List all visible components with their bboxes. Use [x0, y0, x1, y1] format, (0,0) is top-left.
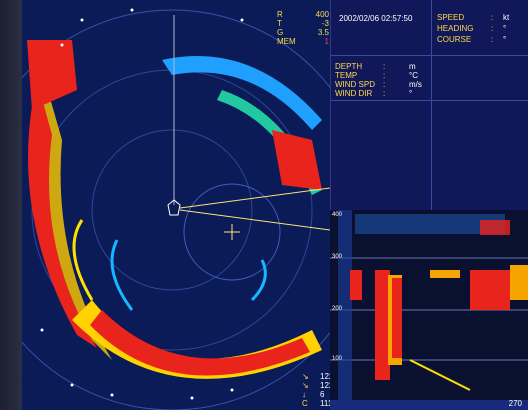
wind-speed-label: WIND SPD	[335, 80, 375, 89]
navigation-readout: SPEED : kt HEADING : ° COURSE : °	[437, 12, 509, 45]
echogram-graphic	[330, 210, 528, 410]
echogram-display[interactable]: 400 300 200 100 270	[330, 210, 528, 410]
environment-readout: DEPTH : m TEMP : °C WIND SPD : m/s WIND …	[335, 62, 422, 98]
readout-value-3: 6	[320, 390, 325, 399]
info-panel: 2002/02/06 02:57:50 SPEED : kt HEADING :…	[330, 0, 528, 210]
arrow-icon: ↘	[302, 381, 309, 390]
wind-dir-unit: °	[409, 89, 413, 98]
wind-dir-row: WIND DIR : °	[335, 89, 422, 98]
mem-label: MEM	[277, 37, 296, 46]
divider	[331, 100, 528, 101]
arrow-icon: ↘	[302, 372, 309, 381]
range-label: R	[277, 10, 283, 19]
readout-row-2: ↘ 122	[302, 381, 330, 390]
heading-label: HEADING	[437, 24, 474, 33]
wind-speed-row: WIND SPD : m/s	[335, 80, 422, 89]
temp-unit: °C	[409, 71, 418, 80]
sonar-circle-display[interactable]: R 400 T -3 G 3.5 MEM 1 H S ↘ 122	[22, 0, 330, 410]
range-row: R 400	[277, 10, 329, 19]
readout-value-2: 122	[320, 381, 330, 390]
down-arrow-icon: ↓	[302, 390, 306, 399]
heading-row: HEADING : °	[437, 23, 509, 34]
separator: :	[491, 13, 494, 22]
readout-row-1: ↘ 122	[302, 372, 330, 381]
sonar-echo-graphic	[22, 0, 330, 410]
readout-row-3: ↓ 6	[302, 390, 330, 399]
c-label: C	[302, 399, 308, 408]
datetime-readout: 2002/02/06 02:57:50	[339, 14, 413, 23]
gain-label: G	[277, 28, 284, 37]
speed-unit: kt	[503, 13, 510, 22]
separator: :	[491, 24, 494, 33]
course-row: COURSE : °	[437, 34, 509, 45]
echogram-bottom-value: 270	[508, 399, 522, 408]
scale-label-100: 100	[332, 356, 343, 362]
mem-row: MEM 1	[277, 37, 329, 46]
bottom-readout: ↘ 122 ↘ 122 ↓ 6 C 111	[302, 372, 330, 408]
separator: :	[383, 62, 386, 71]
divider	[431, 0, 432, 210]
separator: :	[491, 35, 494, 44]
depth-unit: m	[409, 62, 416, 71]
temp-label: TEMP	[335, 71, 358, 80]
readout-value-c: 111	[320, 399, 330, 408]
scale-label-400: 400	[332, 212, 343, 218]
mem-value: 1	[324, 37, 329, 46]
course-label: COURSE	[437, 35, 472, 44]
separator: :	[383, 71, 386, 80]
scale-label-300: 300	[332, 254, 343, 260]
gain-row: G 3.5	[277, 28, 329, 37]
scale-label-200: 200	[332, 306, 343, 312]
course-unit: °	[503, 35, 507, 44]
divider	[331, 55, 528, 56]
sonar-settings-readout: R 400 T -3 G 3.5 MEM 1	[277, 10, 329, 46]
readout-row-4: C 111	[302, 399, 330, 408]
tilt-value: -3	[321, 19, 329, 28]
speed-row: SPEED : kt	[437, 12, 509, 23]
separator: :	[383, 89, 386, 98]
depth-label: DEPTH	[335, 62, 363, 71]
speed-label: SPEED	[437, 13, 465, 22]
wind-speed-unit: m/s	[409, 80, 422, 89]
range-value: 400	[315, 10, 329, 19]
monitor-bezel	[0, 0, 22, 410]
wind-dir-label: WIND DIR	[335, 89, 373, 98]
depth-row: DEPTH : m	[335, 62, 422, 71]
gain-value: 3.5	[317, 28, 329, 37]
temp-row: TEMP : °C	[335, 71, 422, 80]
readout-value-1: 122	[320, 372, 330, 381]
heading-unit: °	[503, 24, 507, 33]
tilt-row: T -3	[277, 19, 329, 28]
tilt-label: T	[277, 19, 282, 28]
separator: :	[383, 80, 386, 89]
